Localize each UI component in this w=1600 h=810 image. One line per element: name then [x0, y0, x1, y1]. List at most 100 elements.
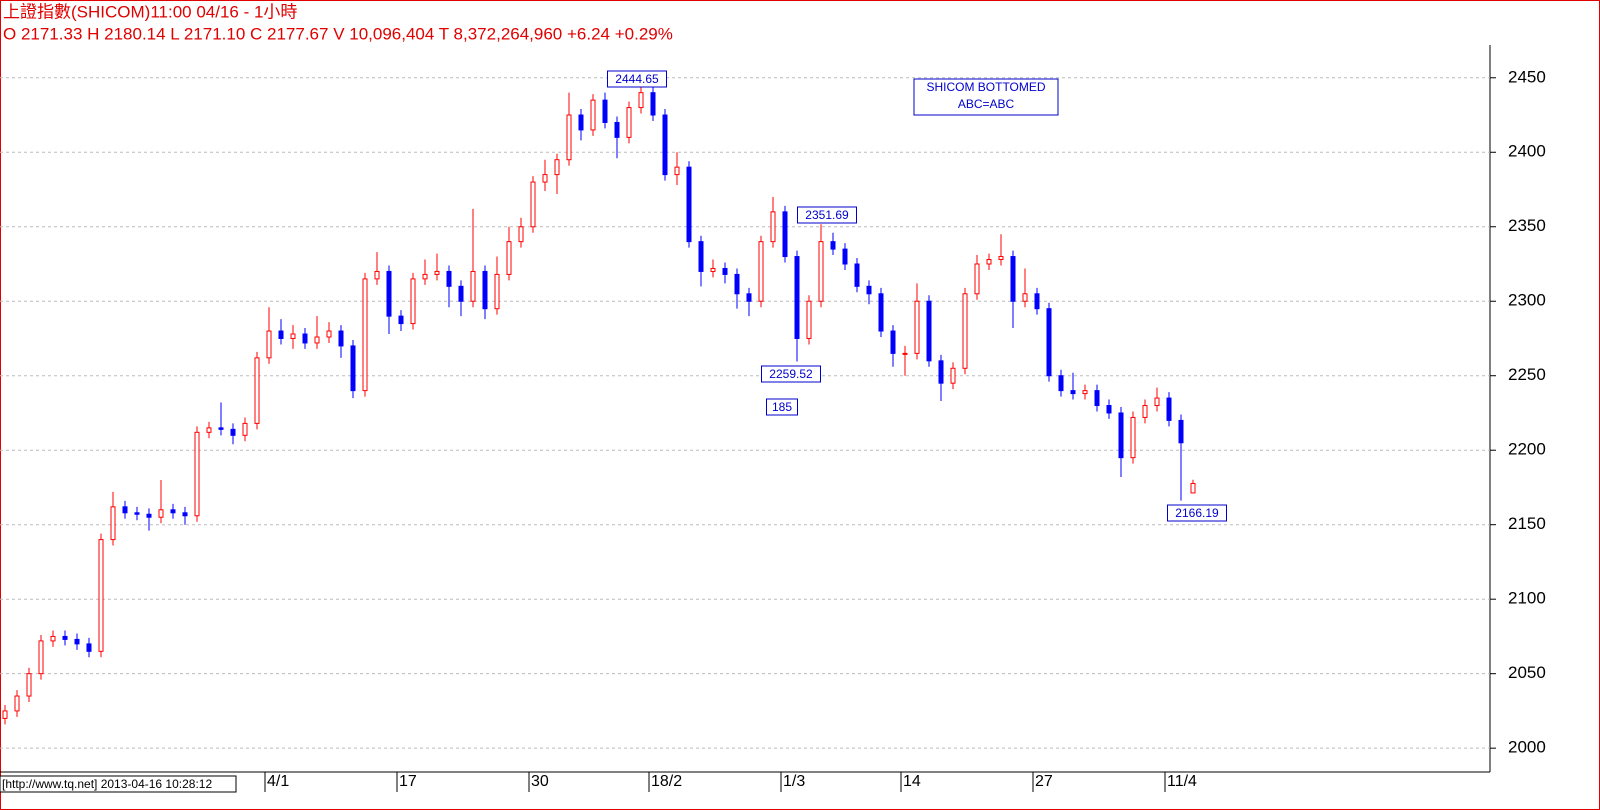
annotation: 2444.65 — [615, 72, 659, 86]
candle-body — [1118, 412, 1124, 459]
candle-body — [62, 635, 68, 640]
candle-body — [1046, 308, 1052, 377]
candle-body — [110, 506, 116, 541]
candle-body — [698, 241, 704, 272]
candle-body — [998, 256, 1004, 261]
candle-body — [98, 539, 104, 652]
candle-body — [566, 114, 572, 161]
candle-body — [266, 330, 272, 359]
candle-body — [74, 638, 80, 645]
candle-body — [1190, 482, 1196, 494]
candle-body — [590, 99, 596, 131]
candle-body — [506, 241, 512, 275]
candle-body — [410, 278, 416, 325]
candle-body — [662, 114, 668, 176]
candle-body — [26, 673, 32, 697]
y-tick-label: 2050 — [1508, 663, 1546, 682]
candle-body — [938, 360, 944, 384]
candle-body — [902, 352, 908, 355]
candle-body — [650, 92, 656, 116]
y-tick-label: 2100 — [1508, 589, 1546, 608]
candle-body — [914, 300, 920, 354]
candle-body — [1082, 390, 1088, 395]
annotation: SHICOM BOTTOMED — [926, 80, 1045, 94]
candle-body — [962, 293, 968, 369]
candle-body — [1142, 405, 1148, 418]
candle-body — [830, 241, 836, 250]
candle-body — [14, 695, 20, 712]
annotation: 2259.52 — [769, 367, 813, 381]
candle-body — [458, 285, 464, 302]
candle-body — [242, 422, 248, 436]
annotation-box — [761, 365, 821, 383]
candle-body — [386, 270, 392, 317]
y-tick-label: 2350 — [1508, 216, 1546, 235]
candle-body — [626, 107, 632, 138]
candle-body — [38, 640, 44, 675]
chart-title: 上證指數(SHICOM)11:00 04/16 - 1小時 — [3, 2, 297, 21]
candle-body — [758, 241, 764, 302]
candle-body — [890, 330, 896, 354]
annotation-box — [913, 78, 1059, 116]
candle-body — [734, 273, 740, 295]
y-tick-label: 2200 — [1508, 440, 1546, 459]
candle-body — [722, 267, 728, 275]
candle-body — [206, 427, 212, 433]
candle-body — [422, 273, 428, 280]
candle-body — [638, 92, 644, 109]
candle-body — [986, 259, 992, 265]
candle-body — [218, 427, 224, 430]
x-tick-label: 1/3 — [783, 773, 805, 790]
x-tick-label: 4/1 — [267, 773, 289, 790]
candle-body — [818, 241, 824, 302]
x-tick-label: 30 — [531, 773, 549, 790]
annotation-box — [766, 398, 798, 416]
candle-body — [974, 263, 980, 295]
annotation: 185 — [772, 400, 792, 414]
candle-body — [122, 506, 128, 514]
candle-body — [1178, 419, 1184, 444]
candle-body — [806, 300, 812, 339]
candle-body — [362, 278, 368, 392]
candle-body — [1058, 375, 1064, 392]
candle-body — [338, 330, 344, 347]
candle-body — [470, 270, 476, 302]
candle-body — [494, 273, 500, 310]
candle-body — [674, 166, 680, 176]
candle-body — [374, 270, 380, 280]
y-tick-label: 2250 — [1508, 365, 1546, 384]
candle-body — [1106, 405, 1112, 414]
candle-body — [542, 174, 548, 183]
candle-body — [278, 330, 284, 339]
y-tick-label: 2150 — [1508, 514, 1546, 533]
candle-body — [254, 357, 260, 424]
candle-body — [2, 710, 8, 719]
candle-body — [854, 263, 860, 287]
annotation: 2351.69 — [805, 208, 849, 222]
candle-body — [878, 293, 884, 332]
footer-box — [0, 775, 237, 793]
y-tick-label: 2300 — [1508, 291, 1546, 310]
candle-body — [602, 99, 608, 123]
y-tick-label: 2400 — [1508, 142, 1546, 161]
candle-body — [302, 333, 308, 344]
candle-body — [434, 270, 440, 275]
candle-body — [842, 248, 848, 265]
candle-body — [50, 635, 56, 642]
candle-body — [86, 643, 92, 652]
annotation: 2166.19 — [1175, 506, 1219, 520]
candle-body — [518, 226, 524, 243]
candle-body — [1010, 256, 1016, 302]
candle-body — [530, 181, 536, 228]
candle-body — [1130, 416, 1136, 459]
chart-subtitle: O 2171.33 H 2180.14 L 2171.10 C 2177.67 … — [3, 24, 673, 43]
candle-body — [782, 211, 788, 258]
y-tick-label: 2450 — [1508, 67, 1546, 86]
candle-body — [614, 121, 620, 138]
x-tick-label: 17 — [399, 773, 417, 790]
candle-body — [1094, 390, 1100, 407]
annotation-box — [1167, 504, 1227, 522]
candle-body — [866, 285, 872, 295]
